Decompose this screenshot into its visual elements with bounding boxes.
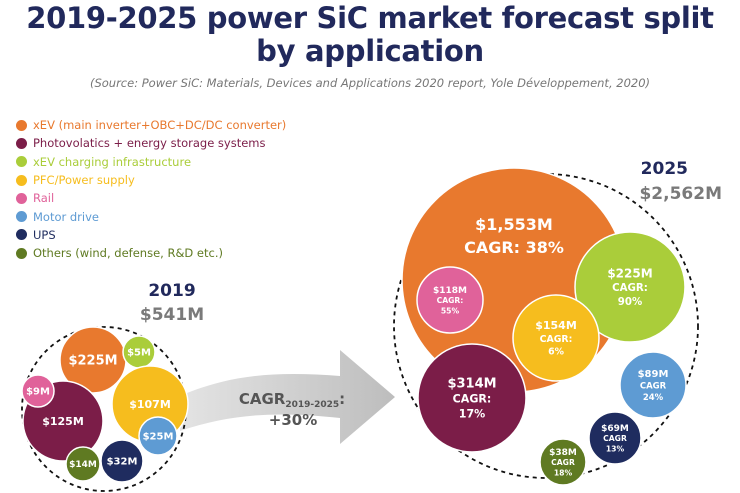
bubble-cagr-label: CAGR bbox=[603, 434, 627, 443]
legend-swatch bbox=[16, 229, 27, 241]
bubble-value-label: $107M bbox=[129, 398, 171, 411]
chart-title: 2019-2025 power SiC market forecast spli… bbox=[0, 2, 740, 68]
legend-item: PFC/Power supply bbox=[16, 171, 286, 189]
bubble-2025-pfc-power-supply bbox=[512, 294, 600, 382]
bubble-cagr-value: 6% bbox=[548, 347, 565, 358]
bubble-cagr-label: CAGR: bbox=[437, 296, 464, 305]
legend-item: xEV charging infrastructure bbox=[16, 153, 286, 171]
bubble-value-label: $314M bbox=[447, 377, 496, 392]
bubbles-2019: $225M $125M $5M $107M $9M $25M $32M $14M bbox=[21, 326, 189, 492]
chart-title-line1: 2019-2025 power SiC market forecast spli… bbox=[26, 1, 714, 35]
overall-cagr-word: CAGR bbox=[239, 390, 286, 408]
bubble-cagr-label: CAGR bbox=[640, 382, 667, 392]
bubble-value-label: $118M bbox=[433, 286, 467, 296]
bubble-value-label: $154M bbox=[535, 319, 577, 332]
legend-label: Others (wind, defense, R&D etc.) bbox=[33, 246, 223, 261]
legend-item: UPS bbox=[16, 226, 286, 244]
bubble-2019-others-wind-defense-r-d-etc bbox=[65, 446, 101, 482]
legend-item: Rail bbox=[16, 189, 286, 207]
legend-label: PFC/Power supply bbox=[33, 173, 135, 188]
legend-label: Rail bbox=[33, 191, 55, 206]
legend-item: xEV (main inverter+OBC+DC/DC converter) bbox=[16, 116, 286, 134]
bubble-cagr-value: 55% bbox=[441, 307, 460, 316]
legend-swatch bbox=[16, 137, 27, 149]
legend-swatch bbox=[16, 119, 27, 131]
overall-cagr-label: CAGR2019-2025: bbox=[239, 390, 345, 410]
bubble-value-label: $14M bbox=[69, 460, 97, 470]
bubble-2019-motor-drive bbox=[138, 416, 178, 456]
legend-item: Motor drive bbox=[16, 207, 286, 225]
bubble-cagr-label: CAGR: bbox=[612, 283, 648, 294]
bubble-value-label: $32M bbox=[107, 457, 138, 468]
legend-label: Motor drive bbox=[33, 209, 99, 224]
chart-title-line2: by application bbox=[256, 34, 484, 68]
bubble-cagr-value: 17% bbox=[459, 408, 485, 421]
bubble-cagr-label: CAGR: 38% bbox=[464, 238, 564, 257]
bubble-value-label: $69M bbox=[601, 424, 629, 434]
bubble-value-label: $225M bbox=[68, 354, 117, 369]
bubble-cagr-value: 18% bbox=[554, 469, 573, 478]
bubble-cagr-label: CAGR bbox=[551, 458, 575, 467]
bubble-cagr-value: 13% bbox=[606, 445, 625, 454]
bubble-2025-xev-charging-infrastructure bbox=[574, 231, 686, 343]
total-label-2019: $541M bbox=[140, 305, 204, 325]
legend-label: Photovolatics + energy storage systems bbox=[33, 136, 266, 151]
bubble-value-label: $1,553M bbox=[475, 215, 553, 234]
legend-label: xEV charging infrastructure bbox=[33, 154, 192, 169]
legend-item: Others (wind, defense, R&D etc.) bbox=[16, 244, 286, 262]
legend-swatch bbox=[16, 192, 27, 204]
bubble-cagr-value: 24% bbox=[643, 393, 664, 403]
bubble-cagr-value: 90% bbox=[618, 297, 642, 308]
bubble-2025-others-wind-defense-r-d-etc bbox=[539, 438, 587, 486]
bubble-2019-rail bbox=[21, 374, 55, 408]
chart-subtitle: (Source: Power SiC: Materials, Devices a… bbox=[89, 76, 651, 90]
bubble-value-label: $5M bbox=[127, 348, 151, 359]
bubble-2025-photovolatics-energy-storage-systems bbox=[417, 343, 527, 453]
bubble-value-label: $25M bbox=[143, 432, 174, 443]
bubble-2025-ups bbox=[588, 411, 642, 465]
legend: xEV (main inverter+OBC+DC/DC converter) P… bbox=[16, 116, 286, 262]
total-label-2025: $2,562M bbox=[639, 184, 722, 204]
legend-swatch bbox=[16, 211, 27, 223]
growth-arrow bbox=[180, 350, 395, 444]
overall-cagr-suffix: : bbox=[339, 390, 345, 408]
year-label-2025: 2025 bbox=[641, 159, 688, 179]
bubble-value-label: $125M bbox=[42, 415, 84, 428]
bubble-2025-motor-drive bbox=[619, 351, 687, 419]
bubble-value-label: $9M bbox=[26, 387, 50, 398]
bubble-value-label: $89M bbox=[638, 369, 669, 380]
bubble-cagr-label: CAGR: bbox=[540, 334, 573, 345]
overall-cagr-value: +30% bbox=[269, 411, 317, 429]
bubble-cagr-label: CAGR: bbox=[453, 393, 492, 406]
legend-item: Photovolatics + energy storage systems bbox=[16, 134, 286, 152]
overall-cagr-period: 2019-2025 bbox=[285, 400, 339, 410]
legend-swatch bbox=[16, 156, 27, 168]
legend-label: xEV (main inverter+OBC+DC/DC converter) bbox=[33, 118, 287, 133]
year-label-2019: 2019 bbox=[148, 281, 195, 301]
bubble-2025-rail bbox=[416, 266, 484, 334]
legend-swatch bbox=[16, 247, 27, 259]
legend-label: UPS bbox=[33, 227, 56, 242]
bubble-value-label: $225M bbox=[607, 266, 652, 280]
legend-swatch bbox=[16, 174, 27, 186]
bubble-2019-ups bbox=[100, 439, 144, 483]
bubble-value-label: $38M bbox=[549, 448, 577, 458]
